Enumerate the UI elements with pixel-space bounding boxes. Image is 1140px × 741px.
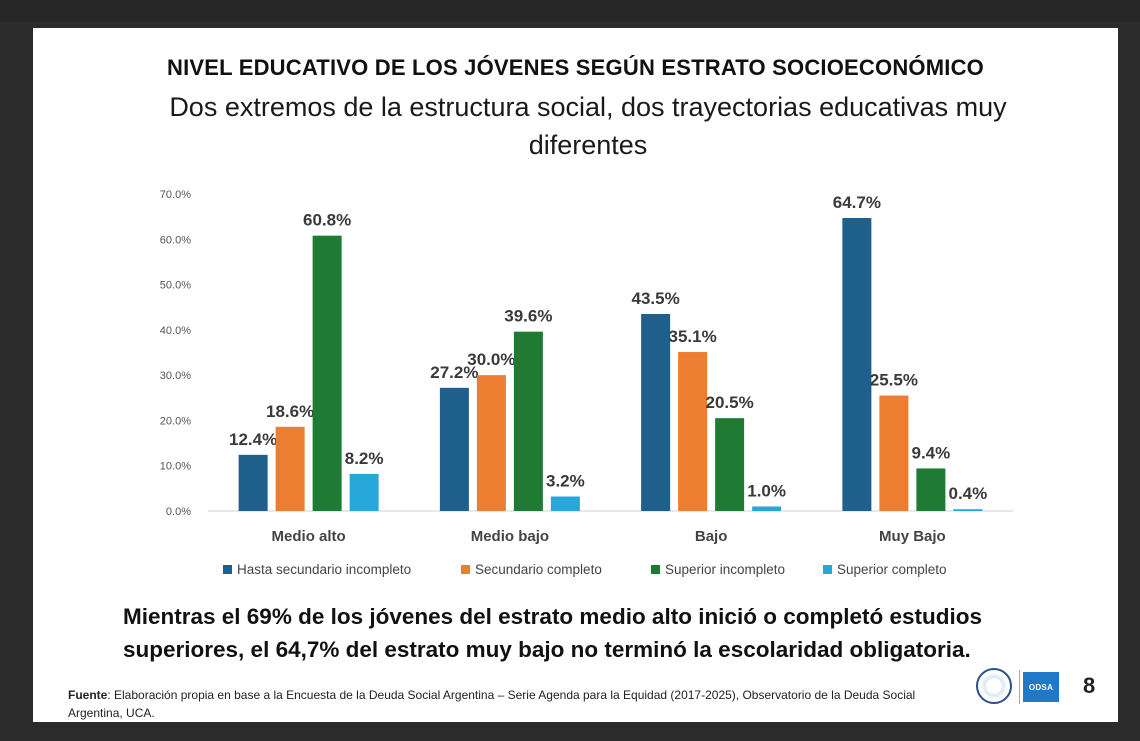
legend-label: Superior incompleto	[665, 562, 785, 577]
data-label: 30.0%	[467, 350, 515, 369]
data-label: 60.8%	[303, 211, 351, 230]
category-label: Medio alto	[272, 528, 346, 545]
data-label: 25.5%	[870, 371, 918, 390]
data-label: 39.6%	[504, 307, 552, 326]
legend-label: Hasta secundario incompleto	[237, 562, 411, 577]
data-label: 18.6%	[266, 402, 314, 421]
bar	[349, 473, 379, 511]
conclusion-text: Mientras el 69% de los jóvenes del estra…	[123, 604, 982, 662]
source-text: : Elaboración propia en base a la Encues…	[68, 688, 916, 720]
legend-label: Secundario completo	[475, 562, 602, 577]
bar	[238, 454, 268, 511]
slide-subtitle: Dos extremos de la estructura social, do…	[169, 92, 1007, 160]
data-label: 12.4%	[229, 430, 277, 449]
bar	[641, 314, 671, 511]
legend-swatch	[823, 565, 832, 574]
bar	[439, 387, 469, 511]
source-note: Fuente: Elaboración propia en base a la …	[68, 686, 928, 722]
y-tick-label: 70.0%	[160, 189, 191, 201]
y-tick-label: 40.0%	[160, 325, 191, 337]
y-tick-label: 50.0%	[160, 280, 191, 292]
data-label: 20.5%	[706, 393, 754, 412]
data-label: 8.2%	[345, 449, 384, 468]
category-label: Muy Bajo	[879, 528, 946, 545]
bar	[752, 506, 782, 511]
y-tick-label: 60.0%	[160, 234, 191, 246]
bar	[550, 496, 580, 511]
category-label: Medio bajo	[471, 528, 549, 545]
data-label: 3.2%	[546, 472, 585, 491]
uca-logo-icon	[976, 668, 1012, 704]
legend-swatch	[461, 565, 470, 574]
data-label: 0.4%	[949, 484, 988, 503]
bar-chart: 0.0% 10.0% 20.0% 30.0% 40.0% 50.0% 60.0% 70.0% 1…	[160, 189, 1013, 577]
legend-swatch	[651, 565, 660, 574]
bar	[879, 395, 909, 511]
logo-divider	[1019, 670, 1020, 704]
bar	[916, 468, 946, 511]
bar	[842, 218, 872, 511]
bar	[678, 352, 708, 511]
bar	[953, 509, 983, 511]
y-tick-label: 20.0%	[160, 415, 191, 427]
data-label: 9.4%	[912, 443, 951, 462]
source-label: Fuente	[68, 688, 108, 702]
data-label: 35.1%	[669, 327, 717, 346]
odsa-logo: ODSA	[1023, 672, 1059, 702]
page-number: 8	[1083, 673, 1096, 698]
bar	[513, 331, 543, 511]
data-label: 64.7%	[833, 193, 881, 212]
data-label: 27.2%	[430, 363, 478, 382]
bar	[312, 235, 342, 512]
bar	[715, 418, 745, 511]
slide: NIVEL EDUCATIVO DE LOS JÓVENES SEGÚN EST…	[33, 28, 1118, 722]
window-top-bar	[0, 0, 1140, 22]
y-tick-label: 10.0%	[160, 461, 191, 473]
data-label: 43.5%	[632, 289, 680, 308]
y-tick-label: 30.0%	[160, 370, 191, 382]
bar	[275, 426, 305, 511]
y-tick-label: 0.0%	[166, 506, 191, 518]
category-label: Bajo	[695, 528, 728, 545]
legend-swatch	[223, 565, 232, 574]
data-label: 1.0%	[747, 481, 786, 500]
slide-title: NIVEL EDUCATIVO DE LOS JÓVENES SEGÚN EST…	[167, 55, 984, 80]
bar	[476, 375, 506, 511]
legend-label: Superior completo	[837, 562, 947, 577]
